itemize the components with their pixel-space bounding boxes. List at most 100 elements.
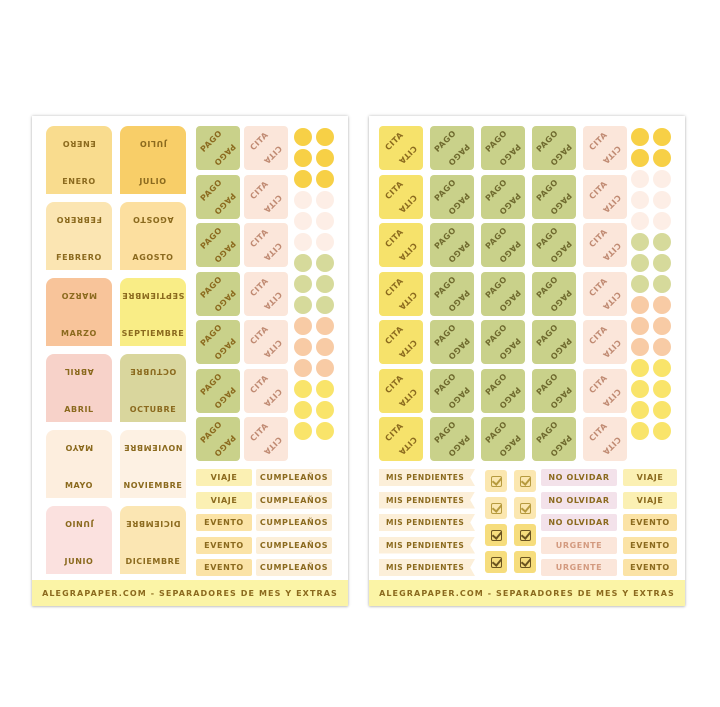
month-tab-junio[interactable]: JUNIO JUNIO — [46, 506, 112, 574]
pago-sticker[interactable]: PAGO PAGO — [430, 368, 474, 413]
dot-sticker[interactable] — [316, 317, 334, 335]
dot-sticker[interactable] — [294, 380, 312, 398]
dot-sticker[interactable] — [631, 128, 649, 146]
dot-sticker[interactable] — [294, 191, 312, 209]
pago-sticker[interactable]: PAGO PAGO — [481, 223, 525, 267]
dot-sticker[interactable] — [653, 170, 671, 188]
pago-sticker[interactable]: PAGO PAGO — [196, 223, 240, 267]
checkbox-icon[interactable] — [485, 551, 507, 573]
dot-sticker[interactable] — [294, 401, 312, 419]
pago-sticker[interactable]: PAGO PAGO — [481, 368, 525, 413]
label-sticker[interactable]: CUMPLEAÑOS — [256, 469, 332, 486]
month-tab-noviembre[interactable]: NOVIEMBRE NOVIEMBRE — [120, 430, 186, 498]
cita-sticker[interactable]: CITA CITA — [379, 271, 423, 316]
month-tab-mayo[interactable]: MAYO MAYO — [46, 430, 112, 498]
cita-sticker[interactable]: CITA CITA — [583, 223, 627, 267]
dot-sticker[interactable] — [653, 254, 671, 272]
cita-sticker[interactable]: CITA CITA — [244, 320, 288, 364]
dot-sticker[interactable] — [316, 128, 334, 146]
dot-sticker[interactable] — [653, 233, 671, 251]
pago-sticker[interactable]: PAGO PAGO — [196, 368, 240, 413]
cita-sticker[interactable]: CITA CITA — [244, 126, 288, 170]
dot-sticker[interactable] — [316, 149, 334, 167]
dot-sticker[interactable] — [294, 233, 312, 251]
checkbox-icon[interactable] — [514, 470, 536, 492]
mis-pendientes-flag[interactable]: MIS PENDIENTES — [379, 514, 475, 531]
dot-sticker[interactable] — [653, 191, 671, 209]
dot-sticker[interactable] — [316, 422, 334, 440]
label-sticker[interactable]: NO OLVIDAR — [541, 491, 617, 509]
month-tab-septiembre[interactable]: SEPTIEMBRE SEPTIEMBRE — [120, 278, 186, 346]
pago-sticker[interactable]: PAGO PAGO — [481, 320, 525, 364]
pago-sticker[interactable]: PAGO PAGO — [196, 417, 240, 461]
checkbox-icon[interactable] — [485, 524, 507, 546]
pago-sticker[interactable]: PAGO PAGO — [430, 320, 474, 364]
dot-sticker[interactable] — [316, 380, 334, 398]
pago-sticker[interactable]: PAGO PAGO — [532, 271, 576, 316]
dot-sticker[interactable] — [631, 275, 649, 293]
cita-sticker[interactable]: CITA CITA — [244, 368, 288, 413]
dot-sticker[interactable] — [631, 401, 649, 419]
dot-sticker[interactable] — [631, 149, 649, 167]
dot-sticker[interactable] — [631, 212, 649, 230]
dot-sticker[interactable] — [294, 338, 312, 356]
label-sticker[interactable]: EVENTO — [623, 559, 677, 576]
month-tab-febrero[interactable]: FEBRERO FEBRERO — [46, 202, 112, 270]
dot-sticker[interactable] — [631, 359, 649, 377]
checkbox-icon[interactable] — [514, 551, 536, 573]
month-tab-agosto[interactable]: AGOSTO AGOSTO — [120, 202, 186, 270]
label-sticker[interactable]: VIAJE — [623, 469, 677, 486]
dot-sticker[interactable] — [316, 401, 334, 419]
label-sticker[interactable]: CUMPLEAÑOS — [256, 491, 332, 509]
cita-sticker[interactable]: CITA CITA — [583, 320, 627, 364]
cita-sticker[interactable]: CITA CITA — [583, 368, 627, 413]
checkbox-icon[interactable] — [485, 497, 507, 519]
label-sticker[interactable]: CUMPLEAÑOS — [256, 536, 332, 554]
pago-sticker[interactable]: PAGO PAGO — [196, 320, 240, 364]
cita-sticker[interactable]: CITA CITA — [379, 126, 423, 170]
dot-sticker[interactable] — [294, 317, 312, 335]
pago-sticker[interactable]: PAGO PAGO — [196, 174, 240, 219]
cita-sticker[interactable]: CITA CITA — [583, 174, 627, 219]
dot-sticker[interactable] — [316, 359, 334, 377]
cita-sticker[interactable]: CITA CITA — [379, 174, 423, 219]
dot-sticker[interactable] — [631, 254, 649, 272]
mis-pendientes-flag[interactable]: MIS PENDIENTES — [379, 536, 475, 554]
dot-sticker[interactable] — [316, 191, 334, 209]
label-sticker[interactable]: VIAJE — [623, 491, 677, 509]
dot-sticker[interactable] — [653, 275, 671, 293]
pago-sticker[interactable]: PAGO PAGO — [532, 368, 576, 413]
dot-sticker[interactable] — [294, 128, 312, 146]
pago-sticker[interactable]: PAGO PAGO — [532, 174, 576, 219]
label-sticker[interactable]: NO OLVIDAR — [541, 469, 617, 486]
pago-sticker[interactable]: PAGO PAGO — [532, 223, 576, 267]
pago-sticker[interactable]: PAGO PAGO — [430, 417, 474, 461]
pago-sticker[interactable]: PAGO PAGO — [430, 223, 474, 267]
label-sticker[interactable]: NO OLVIDAR — [541, 514, 617, 531]
month-tab-abril[interactable]: ABRIL ABRIL — [46, 354, 112, 422]
mis-pendientes-flag[interactable]: MIS PENDIENTES — [379, 491, 475, 509]
checkbox-icon[interactable] — [514, 497, 536, 519]
dot-sticker[interactable] — [294, 149, 312, 167]
cita-sticker[interactable]: CITA CITA — [244, 417, 288, 461]
dot-sticker[interactable] — [631, 317, 649, 335]
mis-pendientes-flag[interactable]: MIS PENDIENTES — [379, 559, 475, 576]
month-tab-marzo[interactable]: MARZO MARZO — [46, 278, 112, 346]
dot-sticker[interactable] — [653, 380, 671, 398]
dot-sticker[interactable] — [653, 359, 671, 377]
label-sticker[interactable]: CUMPLEAÑOS — [256, 559, 332, 576]
dot-sticker[interactable] — [653, 128, 671, 146]
cita-sticker[interactable]: CITA CITA — [379, 223, 423, 267]
dot-sticker[interactable] — [653, 317, 671, 335]
dot-sticker[interactable] — [631, 170, 649, 188]
dot-sticker[interactable] — [653, 422, 671, 440]
label-sticker[interactable]: CUMPLEAÑOS — [256, 514, 332, 531]
dot-sticker[interactable] — [294, 359, 312, 377]
pago-sticker[interactable]: PAGO PAGO — [196, 271, 240, 316]
label-sticker[interactable]: EVENTO — [196, 536, 252, 554]
dot-sticker[interactable] — [316, 170, 334, 188]
cita-sticker[interactable]: CITA CITA — [244, 271, 288, 316]
label-sticker[interactable]: VIAJE — [196, 491, 252, 509]
cita-sticker[interactable]: CITA CITA — [379, 368, 423, 413]
month-tab-enero[interactable]: ENERO ENERO — [46, 126, 112, 194]
